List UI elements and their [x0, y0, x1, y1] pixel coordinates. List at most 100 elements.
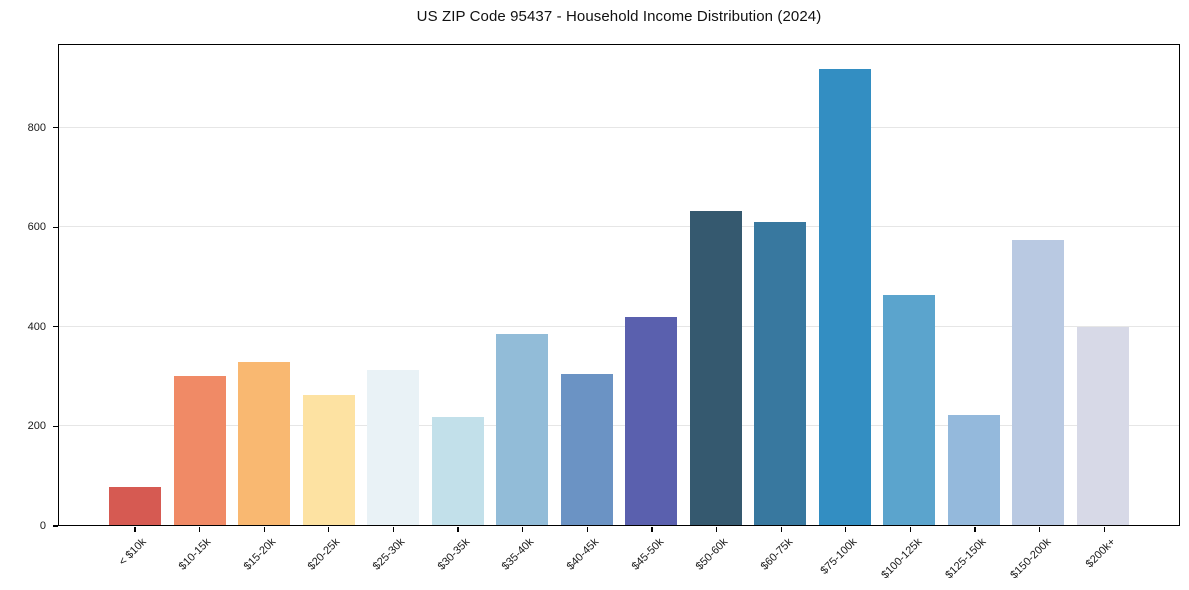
y-tick-mark	[53, 326, 58, 328]
bar-50-60k	[689, 211, 742, 525]
x-tick-label: $100-125k	[879, 536, 925, 582]
x-tick-label: $60-75k	[758, 536, 796, 573]
plot-area	[58, 44, 1180, 526]
x-tick-label: $35-40k	[499, 536, 537, 573]
bar-10k	[109, 486, 162, 525]
x-tick-label: $75-100k	[818, 536, 860, 577]
bar-15-20k	[238, 362, 291, 525]
y-tick-label: 0	[39, 520, 46, 532]
bar-100-125k	[883, 294, 936, 525]
bar-slot	[103, 45, 168, 525]
bar-25-30k	[367, 369, 420, 525]
x-tick-cell: $25-30k	[361, 526, 426, 588]
x-tick-mark	[328, 527, 330, 532]
y-tick-label: 400	[27, 320, 46, 333]
x-tick-mark	[780, 527, 782, 532]
y-tick-label: 600	[27, 221, 46, 234]
x-tick-cell: $60-75k	[748, 526, 813, 588]
bar-slot	[232, 45, 297, 525]
x-tick-mark	[198, 527, 201, 532]
x-tick-mark	[845, 527, 847, 532]
x-tick-cell: $15-20k	[231, 526, 296, 588]
bar-slot	[942, 45, 1007, 525]
x-tick-label: < $10k	[116, 536, 149, 569]
x-tick-mark	[909, 527, 912, 532]
x-tick-cell: $100-125k	[878, 526, 943, 588]
gridline-800	[59, 127, 1179, 129]
x-tick-mark	[457, 527, 459, 532]
x-tick-cell: $30-35k	[425, 526, 490, 588]
x-tick-mark	[651, 527, 653, 532]
bar-slot	[1071, 45, 1136, 525]
x-tick-mark	[263, 527, 265, 532]
x-tick-label: $25-30k	[370, 536, 408, 573]
y-tick-mark	[53, 425, 58, 428]
x-tick-cell: $45-50k	[619, 526, 684, 588]
x-tick-mark	[715, 527, 718, 532]
x-tick-cell: $50-60k	[684, 526, 749, 588]
x-axis-ticks: < $10k $10-15k $15-20k $20-25k $25-30k $30-35…	[58, 526, 1180, 588]
chart-title: US ZIP Code 95437 - Household Income Dis…	[416, 8, 822, 25]
bar-200k+	[1076, 326, 1129, 525]
x-tick-label: $40-45k	[564, 536, 602, 573]
bar-150-200k	[1012, 239, 1065, 525]
gridline-400	[59, 325, 1179, 327]
x-tick-mark	[974, 527, 976, 532]
x-tick-mark	[392, 527, 395, 532]
x-tick-label: $50-60k	[693, 536, 731, 573]
bar-slot	[877, 45, 942, 525]
x-tick-cell: $125-150k	[942, 526, 1007, 588]
bars-row	[59, 45, 1179, 525]
bar-slot	[426, 45, 491, 525]
y-tick-mark	[53, 226, 58, 228]
x-tick-label: $125-150k	[943, 536, 989, 582]
bar-125-150k	[947, 415, 1000, 525]
bar-45-50k	[625, 316, 678, 525]
bar-40-45k	[560, 373, 613, 525]
bar-slot	[748, 45, 813, 525]
x-tick-label: $10-15k	[176, 536, 214, 573]
y-tick-label: 200	[27, 420, 46, 433]
x-tick-cell: $10-15k	[167, 526, 232, 588]
y-axis-ticks: 0 200 400 600 800	[0, 44, 58, 532]
x-tick-mark	[522, 527, 524, 532]
x-tick-mark	[1103, 527, 1105, 532]
bar-slot	[490, 45, 555, 525]
bar-slot	[619, 45, 684, 525]
x-tick-label: $30-35k	[435, 536, 472, 573]
bar-slot	[684, 45, 749, 525]
x-tick-cell: $200k+	[1071, 526, 1136, 588]
x-tick-cell: $40-45k	[554, 526, 619, 588]
x-tick-mark	[1039, 527, 1041, 532]
bar-35-40k	[496, 334, 549, 525]
bar-20-25k	[302, 395, 355, 525]
y-tick-mark	[53, 127, 58, 129]
x-tick-label: $15-20k	[241, 536, 279, 573]
bar-slot	[555, 45, 620, 525]
x-tick-cell: $75-100k	[813, 526, 878, 588]
x-tick-label: $45-50k	[629, 536, 666, 573]
bar-slot	[1006, 45, 1071, 525]
y-tick-label: 800	[27, 121, 46, 134]
x-tick-label: $150-200k	[1008, 536, 1054, 582]
x-tick-cell: $20-25k	[296, 526, 361, 588]
bar-10-15k	[173, 375, 226, 525]
x-tick-cell: < $10k	[102, 526, 167, 588]
x-tick-cell: $35-40k	[490, 526, 555, 588]
x-tick-cell: $150-200k	[1007, 526, 1072, 588]
bar-75-100k	[818, 68, 871, 525]
bar-slot	[361, 45, 426, 525]
x-tick-label: $20-25k	[306, 536, 343, 573]
bar-slot	[168, 45, 233, 525]
gridline-600	[59, 226, 1179, 228]
bar-slot	[297, 45, 362, 525]
x-tick-mark	[134, 527, 136, 532]
x-tick-label: $200k+	[1083, 536, 1119, 571]
x-tick-mark	[586, 527, 588, 532]
bar-60-75k	[754, 222, 807, 525]
gridline-200	[59, 424, 1179, 426]
bar-30-35k	[431, 417, 484, 525]
y-tick-mark	[53, 525, 58, 527]
bar-slot	[813, 45, 878, 525]
